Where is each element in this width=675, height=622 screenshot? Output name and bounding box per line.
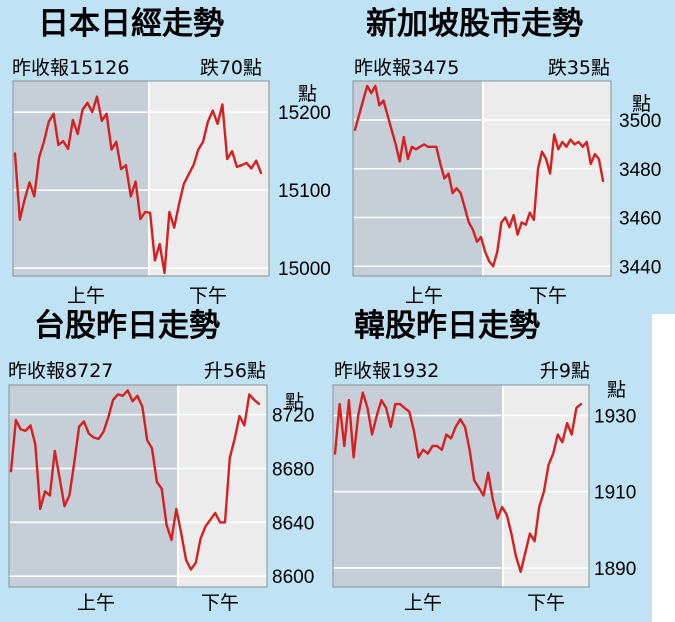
afternoon-session-area	[149, 81, 269, 276]
prev-close-label: 昨收報	[12, 57, 69, 79]
morning-session-area	[9, 385, 178, 587]
y-tick-label: 3480	[619, 160, 661, 181]
prev-close: 昨收報15126	[12, 57, 129, 79]
unit-label: 點	[298, 83, 317, 105]
prev-close: 昨收報8727	[8, 360, 113, 382]
plot-frame	[352, 80, 612, 277]
index-line	[353, 84, 605, 268]
unit-label: 點	[632, 93, 651, 115]
change-label: 跌35點	[548, 57, 610, 79]
y-tick-label: 15100	[278, 181, 331, 202]
y-tick-label: 1930	[594, 406, 636, 427]
session-label-am: 上午	[405, 285, 443, 307]
session-label-pm: 下午	[189, 285, 227, 307]
change-label: 升9點	[540, 360, 590, 382]
y-tick-label: 3440	[619, 257, 661, 278]
morning-session-area	[333, 385, 503, 587]
y-tick-label: 8600	[272, 567, 314, 588]
y-tick-label: 15200	[278, 103, 331, 124]
y-tick-label: 3500	[619, 111, 661, 132]
y-tick-label: 8680	[272, 459, 314, 480]
y-tick-label: 8720	[272, 406, 314, 427]
prev-close-label: 昨收報	[354, 57, 411, 79]
session-label-pm: 下午	[527, 592, 565, 614]
index-line	[9, 389, 261, 571]
prev-close-value: 1932	[391, 360, 439, 382]
prev-close: 昨收報1932	[334, 360, 439, 382]
unit-label: 點	[607, 379, 626, 401]
y-tick-label: 1910	[594, 483, 636, 504]
y-tick-label: 1890	[594, 559, 636, 580]
index-line	[333, 391, 583, 573]
y-tick-label: 15000	[278, 259, 331, 280]
plot-frame	[8, 384, 268, 588]
chart-title: 日本日經走勢	[38, 6, 224, 42]
chart-title: 韓股昨日走勢	[354, 308, 540, 344]
session-label-pm: 下午	[201, 592, 239, 614]
y-tick-label: 3460	[619, 209, 661, 230]
index-line	[13, 95, 263, 275]
prev-close-value: 15126	[69, 57, 129, 79]
prev-close-label: 昨收報	[334, 360, 391, 382]
prev-close-value: 8727	[65, 360, 113, 382]
plot-frame	[332, 384, 590, 588]
change-label: 跌70點	[200, 57, 262, 79]
session-label-am: 上午	[77, 592, 115, 614]
chart-title: 新加坡股市走勢	[366, 6, 583, 42]
session-label-am: 上午	[67, 285, 105, 307]
prev-close-value: 3475	[411, 57, 459, 79]
prev-close-label: 昨收報	[8, 360, 65, 382]
afternoon-session-area	[178, 385, 267, 587]
prev-close: 昨收報3475	[354, 57, 459, 79]
change-label: 升56點	[204, 360, 266, 382]
session-label-am: 上午	[404, 592, 442, 614]
chart-title: 台股昨日走勢	[34, 308, 220, 344]
y-tick-label: 8640	[272, 513, 314, 534]
unit-label: 點	[285, 391, 304, 413]
morning-session-area	[353, 81, 483, 276]
session-label-pm: 下午	[529, 285, 567, 307]
afternoon-session-area	[483, 81, 611, 276]
plot-frame	[12, 80, 270, 277]
